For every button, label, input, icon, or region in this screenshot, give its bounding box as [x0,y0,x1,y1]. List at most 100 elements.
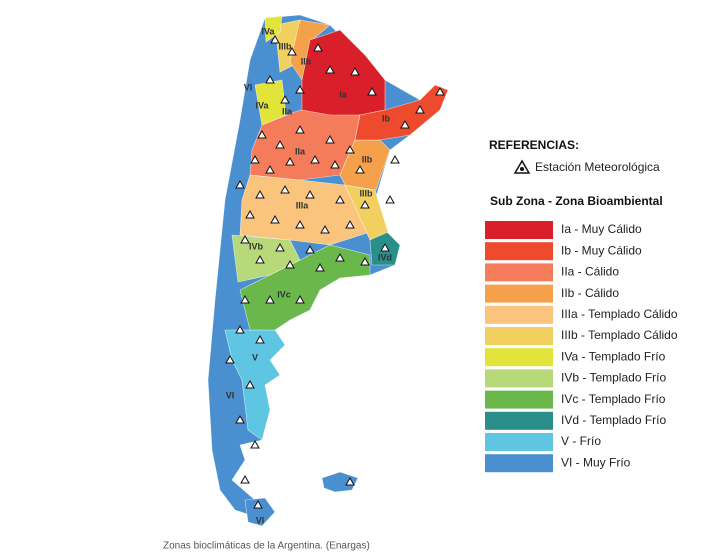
zone-label: Ia [339,89,348,99]
legend-label: IVd - Templado Frío [561,413,666,427]
zone-label: IIIb [360,188,374,198]
zone-label: VI [256,515,265,525]
station-marker [257,129,267,139]
station-marker [265,74,275,84]
zone-label: IIIa [296,200,310,210]
zone-label: IVa [261,26,275,36]
station-marker [350,66,360,76]
legend-subtitle: Sub Zona - Zona Bioambiental [490,194,663,208]
legend-label: IIIb - Templado Cálido [561,328,678,342]
zone-label: IIIb [279,41,293,51]
legend-label: IIa - Cálido [561,265,619,279]
legend-label: VI - Muy Frío [561,455,631,469]
station-marker [245,209,255,219]
legend-swatch [485,305,553,324]
zone-region [321,471,359,493]
caption: Zonas bioclimáticas de la Argentina. (En… [163,541,370,552]
station-icon-dot [520,167,524,171]
station-marker [435,86,445,96]
zone-label: IVd [378,252,392,262]
station-marker [415,104,425,114]
station-marker [330,159,340,169]
legend-swatch [485,242,553,261]
zone-label: V [252,352,258,362]
station-marker [345,219,355,229]
legend-swatch [485,369,553,388]
legend-label: IIIa - Templado Cálido [561,307,678,321]
station-marker [390,154,400,164]
station-marker [255,189,265,199]
zone-label: IIa [282,106,293,116]
station-marker [295,84,305,94]
legend-swatch [485,348,553,367]
legend-swatch [485,263,553,282]
stations [225,34,445,509]
legend-station: Estación Meteorológica [535,160,660,174]
zone-label: VI [226,390,235,400]
station-marker [240,294,250,304]
legend-label: IVb - Templado Frío [561,371,666,385]
station-marker [240,234,250,244]
station-marker [400,119,410,129]
legend-swatch [485,433,553,451]
station-marker [305,244,315,254]
station-marker [255,334,265,344]
zone-label: IIb [301,56,312,66]
station-marker [225,354,235,364]
legend-label: IIb - Cálido [561,286,619,300]
station-marker [315,262,325,272]
station-marker [310,154,320,164]
map [207,14,449,527]
zone-label: VI [244,82,253,92]
station-marker [360,256,370,266]
station-marker [325,64,335,74]
station-marker [305,189,315,199]
station-marker [270,34,280,44]
station-marker [280,94,290,104]
station-marker [240,474,250,484]
zone-region [301,29,386,116]
station-marker [280,184,290,194]
station-marker [265,294,275,304]
station-marker [320,224,330,234]
legend-swatch [485,411,553,430]
station-marker [275,242,285,252]
legend-swatch [485,390,553,409]
legend-swatch [485,454,553,473]
station-marker [287,46,297,56]
zone-region [354,84,449,141]
legend-label: Ia - Muy Cálido [561,222,642,236]
station-marker [380,242,390,252]
station-marker [270,214,280,224]
zone-label: IIb [362,154,373,164]
station-marker [275,139,285,149]
station-marker [335,252,345,262]
station-marker [295,294,305,304]
legend-label: IVc - Templado Frío [561,392,666,406]
station-marker [295,219,305,229]
legend-label: V - Frío [561,434,601,448]
station-marker [345,476,355,486]
station-marker [245,379,255,389]
legend-title: REFERENCIAS: [489,138,579,152]
station-marker [355,164,365,174]
station-marker [250,439,260,449]
zone-label: IVc [277,289,291,299]
station-marker [235,324,245,334]
zone-region [264,15,283,43]
legend-label: Ib - Muy Cálido [561,243,642,257]
legend-swatch [485,221,553,239]
zone-label: IIa [295,146,306,156]
legend-swatch [485,327,553,345]
station-marker [265,164,275,174]
station-marker [250,154,260,164]
station-marker [235,179,245,189]
station-marker [295,124,305,134]
zone-region [244,497,276,527]
zone-label: Ib [382,113,391,123]
station-marker [255,254,265,264]
station-marker [253,499,263,509]
zone-region [239,174,376,246]
